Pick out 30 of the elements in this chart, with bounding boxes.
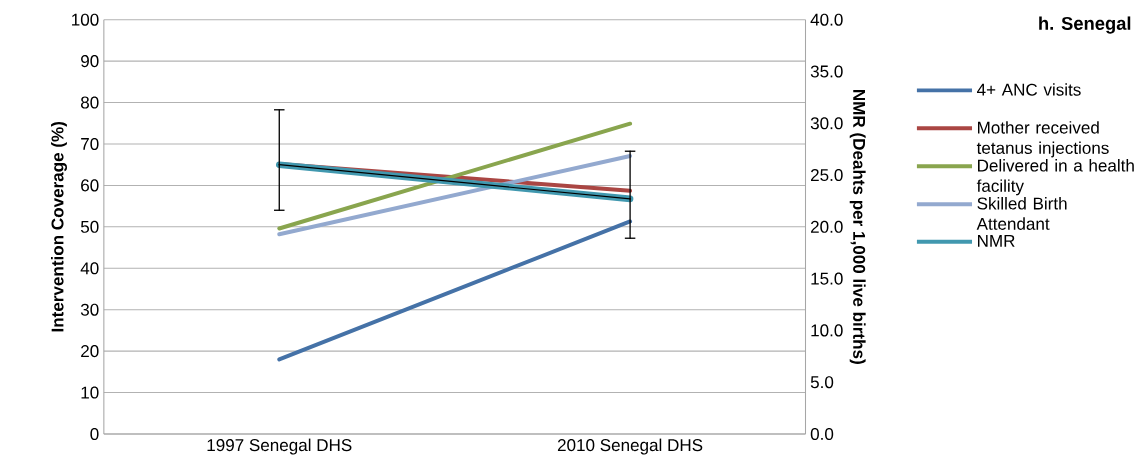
y2-tick-label: 5.0	[810, 375, 834, 389]
x-tick-label: 2010 Senegal DHS	[557, 438, 703, 455]
y-tick-label: 60	[81, 179, 99, 192]
y-tick-label: 90	[81, 54, 99, 67]
y-tick-label: 30	[80, 303, 99, 316]
y-tick-label: 10	[81, 386, 99, 399]
y2-tick-label: 30.0	[810, 117, 843, 130]
y2-tick-label: 20.0	[811, 220, 843, 233]
y2-tick-label: 0.0	[810, 427, 834, 440]
y2-tick-label: 40.0	[810, 13, 843, 26]
y-tick-label: 20	[81, 344, 99, 357]
legend-label: Delivered in a health facility	[976, 158, 1134, 196]
y-tick-label: 40	[80, 262, 99, 275]
legend-label: Mother received tetanus injections	[976, 120, 1109, 158]
y-tick-label: 70	[81, 137, 99, 150]
y-tick-label: 50	[80, 220, 99, 233]
text: h. Senegal	[1039, 16, 1131, 34]
y2-tick-label: 15.0	[811, 272, 843, 285]
y-tick-label: 0	[90, 427, 99, 440]
legend-label: 4+ ANC visits	[977, 83, 1081, 96]
y-tick-label: 80	[80, 96, 99, 109]
y2-tick-label: 35.0	[810, 65, 843, 78]
legend-label: Skilled Birth Attendant	[976, 196, 1067, 230]
y2-axis-title: NMR (Deahts per 1,000 live births)	[849, 89, 866, 364]
x-tick-label: 1997 Senegal DHS	[207, 438, 352, 455]
y2-tick-label: 10.0	[811, 324, 843, 337]
y-tick-label: 100	[72, 13, 99, 26]
y-axis-title: Intervention Coverage (%)	[51, 121, 68, 332]
y2-tick-label: 25.0	[811, 168, 843, 181]
legend-label: NMR	[978, 234, 1015, 247]
